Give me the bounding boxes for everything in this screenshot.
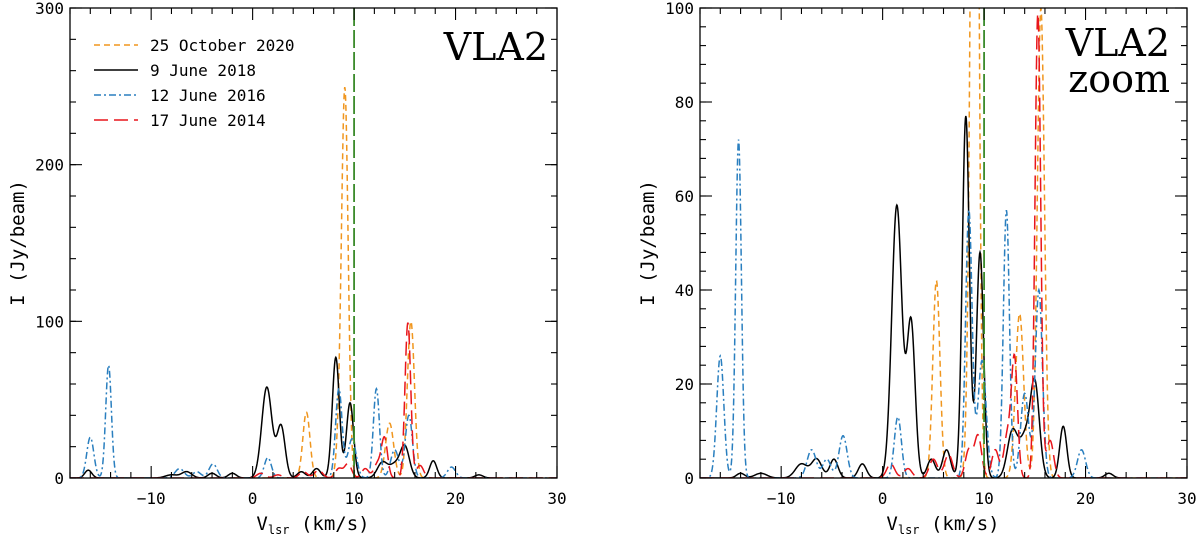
x-axis-title-right: Vlsr (km/s) (886, 513, 999, 537)
x-tick-label: 0 (878, 489, 888, 508)
x-tick-label: 10 (344, 489, 363, 508)
x-tick-label: 0 (248, 489, 258, 508)
series-line (232, 87, 557, 478)
x-tick-label: 20 (446, 489, 465, 508)
plot-frame-left (69, 7, 558, 479)
series-line (700, 115, 1127, 478)
y-tick-label: 20 (675, 375, 694, 394)
series-group-left (70, 87, 557, 478)
y-tick-label: 200 (35, 156, 64, 175)
panel-label: VLA2 (443, 25, 548, 69)
panel-label-line2: zoom (1068, 57, 1170, 101)
y-tick-label: 0 (684, 469, 694, 488)
x-tick-label: 20 (1076, 489, 1095, 508)
x-tick-label: −10 (767, 489, 796, 508)
y-axis-title-left: I (Jy/beam) (7, 180, 29, 306)
series-line (70, 355, 497, 478)
y-tick-label: 80 (675, 93, 694, 112)
y-tick-label: 60 (675, 187, 694, 206)
y-tick-label: 100 (665, 0, 694, 18)
x-tick-label: 30 (547, 489, 566, 508)
y-tick-label: 40 (675, 281, 694, 300)
axis-ticks-right: −10 0 10 20 30 0 20 40 60 80 100 (665, 0, 1197, 508)
x-tick-label: 10 (974, 489, 993, 508)
series-line (700, 12, 1187, 478)
x-tick-label: 30 (1177, 489, 1196, 508)
legend-label-2020: 25 October 2020 (150, 36, 295, 55)
legend-label-2016: 12 June 2016 (150, 86, 266, 105)
legend-label-2014: 17 June 2014 (150, 111, 266, 130)
legend: 25 October 2020 9 June 2018 12 June 2016… (94, 36, 295, 130)
series-line (70, 322, 557, 478)
series-line (700, 139, 1187, 478)
y-tick-label: 300 (35, 0, 64, 18)
y-tick-label: 0 (54, 469, 64, 488)
panel-label-line1: VLA2 (1065, 21, 1170, 65)
x-axis-title-left: Vlsr (km/s) (256, 513, 369, 537)
y-axis-title-right: I (Jy/beam) (637, 180, 659, 306)
y-tick-label: 100 (35, 312, 64, 331)
x-tick-label: −10 (137, 489, 166, 508)
legend-label-2018: 9 June 2018 (150, 61, 256, 80)
series-line (70, 362, 557, 478)
series-group-right (700, 8, 1187, 478)
chart-panel-right: −10 0 10 20 30 0 20 40 60 80 100 VLA2 zoom Vlsr (k… (637, 0, 1197, 537)
